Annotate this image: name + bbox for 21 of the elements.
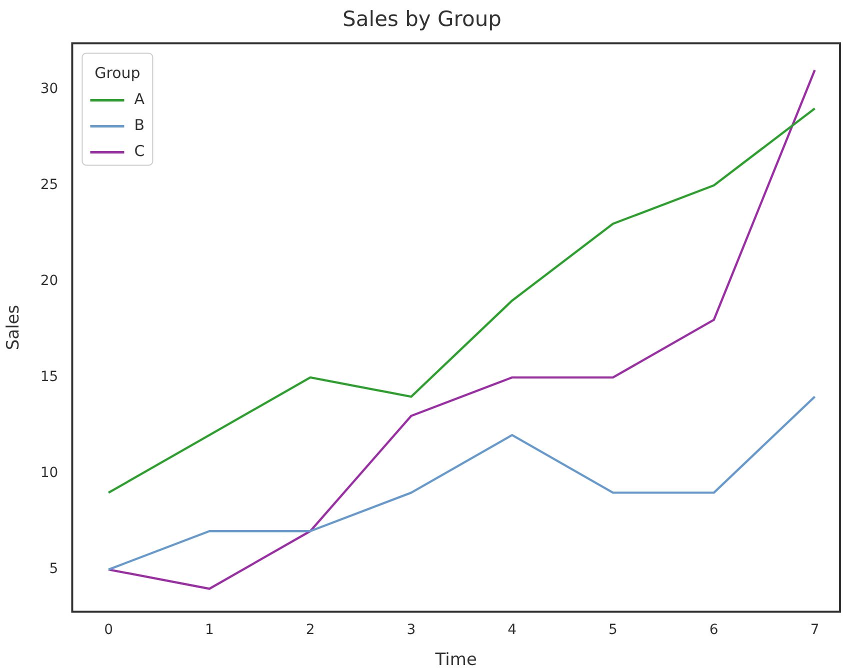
legend-title: Group — [94, 64, 140, 82]
x-tick-label: 1 — [204, 622, 214, 638]
y-tick-label: 15 — [40, 369, 58, 386]
x-tick-label: 2 — [306, 622, 315, 638]
y-tick-label: 30 — [40, 80, 58, 97]
x-tick-label: 4 — [508, 622, 517, 638]
x-tick-label: 5 — [608, 622, 618, 638]
chart-title: Sales by Group — [342, 7, 502, 32]
y-tick-label: 5 — [49, 561, 58, 578]
x-tick-label: 0 — [104, 622, 113, 638]
legend-label: A — [134, 90, 146, 108]
y-axis-title: Sales — [4, 304, 24, 350]
x-axis-title: Time — [434, 650, 477, 670]
x-tick-label: 6 — [709, 622, 718, 638]
x-tick-label: 7 — [810, 622, 820, 638]
y-tick-label: 20 — [40, 273, 58, 290]
x-tick-label: 3 — [406, 622, 416, 638]
legend-label: C — [134, 142, 145, 160]
legend-label: B — [134, 116, 145, 134]
y-tick-label: 25 — [40, 176, 58, 193]
y-tick-label: 10 — [40, 465, 58, 482]
